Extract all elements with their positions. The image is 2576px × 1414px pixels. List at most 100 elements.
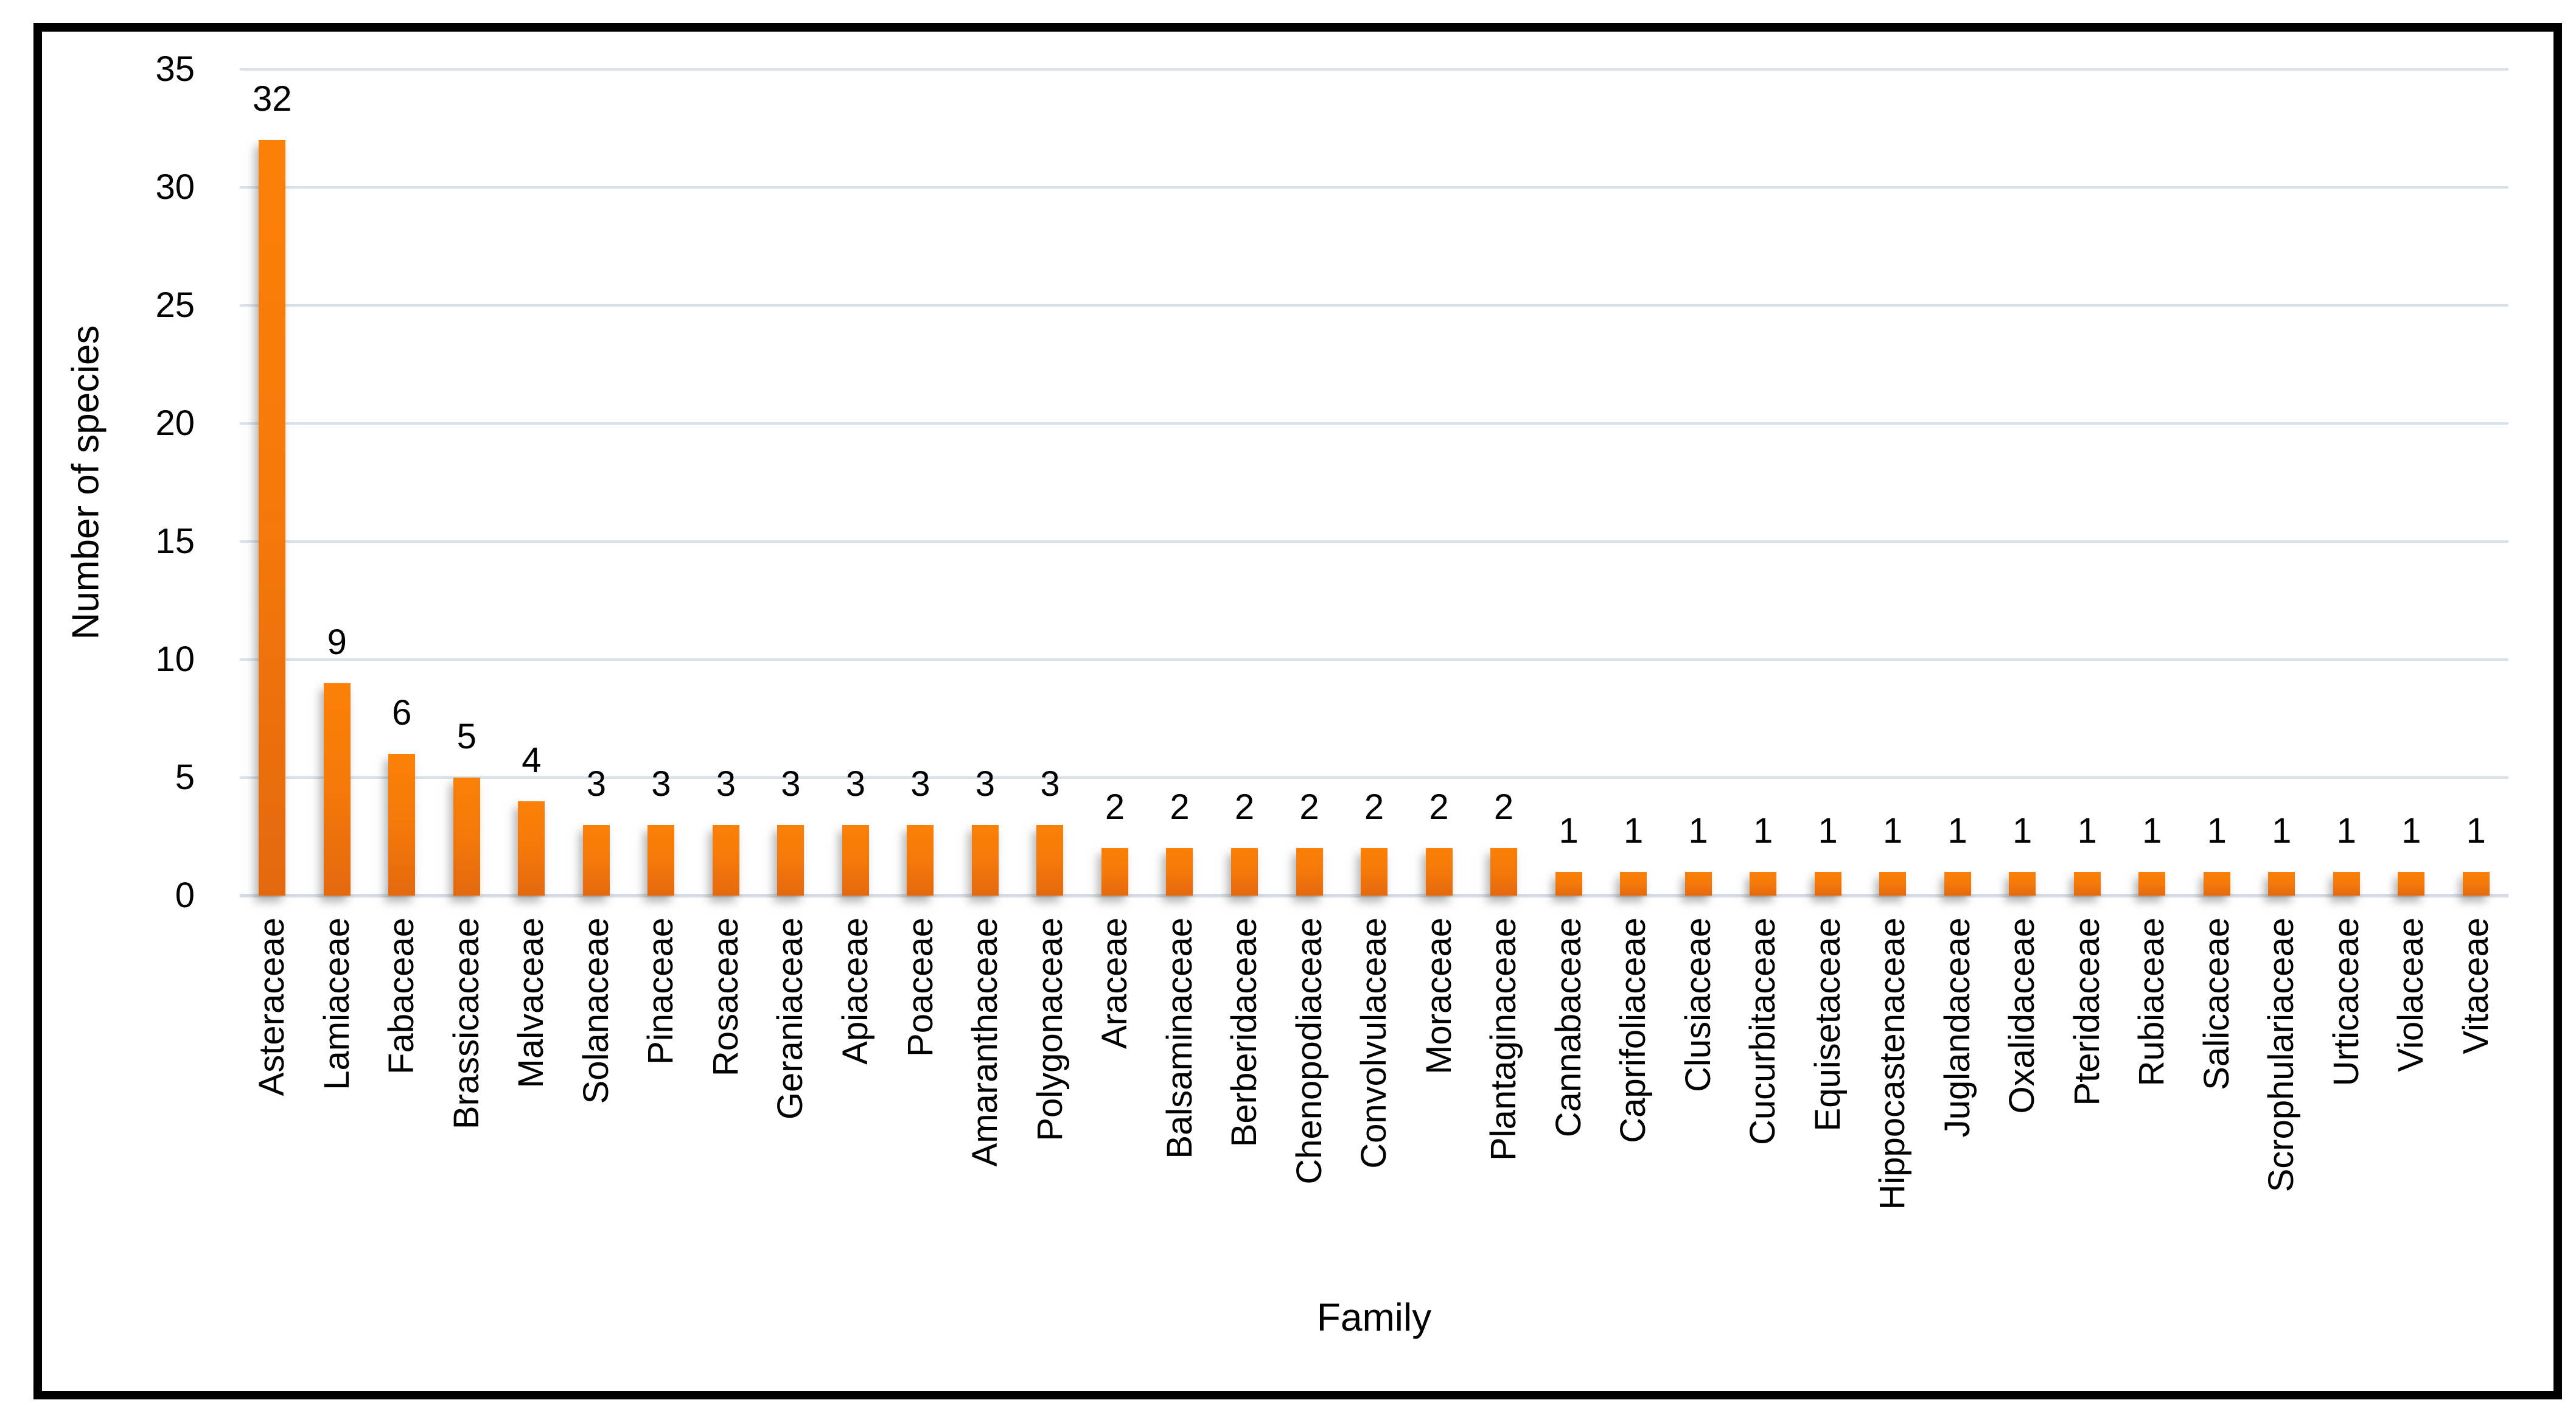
bar-cell: 1 (1860, 69, 1925, 896)
bar-cell: 1 (1731, 69, 1796, 896)
bar (2333, 872, 2360, 896)
bar-value-label: 1 (2012, 811, 2033, 851)
x-category-cell: Clusiaceae (1666, 918, 1731, 1092)
bar (647, 824, 675, 896)
x-category-cell: Moraceae (1406, 918, 1471, 1074)
x-category-cell: Poaceae (888, 918, 953, 1057)
bar-cell: 5 (435, 69, 500, 896)
x-category-label: Cannabaceae (1548, 918, 1588, 1138)
gridline (240, 186, 2508, 189)
bar (2138, 872, 2166, 896)
x-category-label: Brassicaceae (446, 918, 486, 1130)
bar-value-label: 2 (1234, 787, 1255, 827)
gridline (240, 540, 2508, 543)
bar-cell: 1 (1925, 69, 1990, 896)
bar (518, 801, 545, 896)
bar-value-label: 1 (1688, 811, 1708, 851)
x-category-cell: Pinaceae (629, 918, 694, 1065)
x-category-cell: Berberidaceae (1212, 918, 1277, 1147)
x-category-cell: Chenopodiaceae (1277, 918, 1342, 1185)
x-category-label: Plantaginaceae (1484, 918, 1524, 1161)
x-axis-baseline (240, 894, 2508, 897)
bar-cell: 3 (823, 69, 888, 896)
bar (1684, 872, 1712, 896)
bar-cell: 4 (499, 69, 564, 896)
bar-value-label: 1 (1947, 811, 1967, 851)
x-category-cell: Juglandaceae (1925, 918, 1990, 1137)
bar-value-label: 2 (1170, 787, 1190, 827)
bar-cell: 2 (1083, 69, 1148, 896)
bar-cell: 2 (1212, 69, 1277, 896)
bar-cell: 3 (629, 69, 694, 896)
bar-cell: 3 (758, 69, 823, 896)
x-category-label: Salicaceae (2196, 918, 2236, 1090)
x-category-cell: Oxalidaceae (1990, 918, 2055, 1113)
bar-cell: 1 (2249, 69, 2314, 896)
x-category-cell: Solanaceae (564, 918, 629, 1104)
bar (1361, 848, 1388, 896)
bar-cell: 1 (2314, 69, 2379, 896)
bar (1166, 848, 1193, 896)
bar-value-label: 1 (1883, 811, 1903, 851)
bar-value-label: 2 (1299, 787, 1319, 827)
bar-cell: 2 (1277, 69, 1342, 896)
bar-cell: 1 (2379, 69, 2444, 896)
x-category-cell: Asteraceae (240, 918, 305, 1096)
x-category-label: Oxalidaceae (2002, 918, 2042, 1114)
bar-value-label: 2 (1364, 787, 1384, 827)
bar (2462, 872, 2490, 896)
bar-value-label: 32 (253, 79, 292, 119)
y-tick-label: 10 (155, 639, 195, 679)
bar-value-label: 1 (2272, 811, 2292, 851)
x-category-cell: Amaranthaceae (953, 918, 1018, 1166)
x-category-label: Malvaceae (511, 918, 551, 1088)
plot-area: 32 9 6 5 4 3 3 3 3 3 3 3 3 2 2 2 2 2 2 2 1 1 1 1 1 1 1 1 1 1 1 1 1 1 1 (240, 68, 2508, 897)
x-category-label: Geraniaceae (770, 918, 811, 1120)
x-category-cell: Hippocastenaceae (1860, 918, 1925, 1210)
bar-value-label: 1 (1623, 811, 1644, 851)
bar-cell: 3 (1017, 69, 1083, 896)
x-category-label: Pteridaceae (2067, 918, 2107, 1106)
bar (1750, 872, 1777, 896)
x-category-cell: Fabaceae (369, 918, 435, 1074)
bar (453, 778, 480, 896)
x-category-cell: Caprifoliaceae (1601, 918, 1666, 1143)
bar-cell: 1 (2054, 69, 2120, 896)
bar (1944, 872, 1971, 896)
bar (2009, 872, 2036, 896)
bar (971, 824, 999, 896)
bar-cell: 1 (2184, 69, 2249, 896)
bar-cell: 32 (240, 69, 305, 896)
bar-cell: 1 (1536, 69, 1601, 896)
bar (1814, 872, 1841, 896)
bar-cell: 1 (1990, 69, 2055, 896)
bar-cell: 9 (305, 69, 370, 896)
y-axis-title: Number of species (65, 325, 107, 640)
x-category-cell: Equisetaceae (1795, 918, 1860, 1131)
x-category-label: Cucurbitaceae (1743, 918, 1783, 1145)
bar (323, 683, 351, 896)
bar-value-label: 2 (1493, 787, 1514, 827)
x-category-cell: Convolvulaceae (1342, 918, 1407, 1169)
bar-value-label: 3 (651, 764, 671, 804)
y-tick-label: 20 (155, 403, 195, 443)
x-category-cell: Vitaceae (2444, 918, 2509, 1054)
bar (1296, 848, 1323, 896)
gridline (240, 304, 2508, 307)
bar-value-label: 3 (716, 764, 736, 804)
x-category-cell: Salicaceae (2184, 918, 2249, 1090)
x-category-cell: Apiaceae (823, 918, 888, 1065)
bar-value-label: 1 (2142, 811, 2162, 851)
x-category-cell: Violaceae (2379, 918, 2444, 1072)
bar (1879, 872, 1907, 896)
bar (2073, 872, 2101, 896)
bar-value-label: 3 (910, 764, 930, 804)
x-category-label: Convolvulaceae (1354, 918, 1394, 1169)
bar-value-label: 1 (1753, 811, 1773, 851)
x-category-label: Caprifoliaceae (1613, 918, 1653, 1143)
x-category-label: Chenopodiaceae (1289, 918, 1329, 1185)
gridline (240, 658, 2508, 661)
x-category-cell: Rosaceae (694, 918, 759, 1076)
y-tick-label: 5 (175, 758, 195, 797)
bar-cell: 2 (1147, 69, 1212, 896)
